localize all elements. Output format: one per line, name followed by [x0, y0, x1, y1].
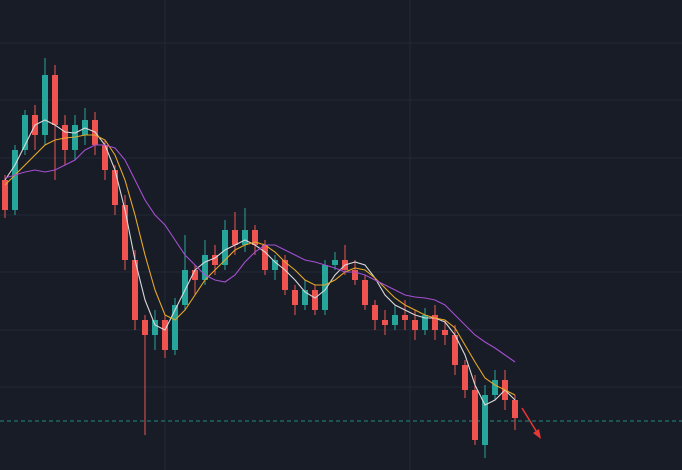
candle-body — [462, 365, 468, 390]
candle-body — [512, 400, 518, 418]
candle-body — [202, 255, 208, 280]
candle-body — [492, 380, 498, 395]
candle-body — [422, 315, 428, 330]
candle-body — [222, 230, 228, 265]
candle-body — [262, 245, 268, 270]
candle-body — [182, 270, 188, 305]
candle-body — [292, 290, 298, 305]
candle-body — [372, 305, 378, 320]
candle-body — [132, 260, 138, 320]
moving-average-line — [4, 144, 516, 363]
candle-body — [412, 320, 418, 330]
candle-body — [102, 145, 108, 170]
candle-body — [312, 290, 318, 310]
candle-body — [362, 280, 368, 305]
candle-body — [272, 260, 278, 270]
candle-body — [252, 230, 258, 245]
candle-body — [302, 290, 308, 305]
candle-body — [112, 170, 118, 205]
candle-body — [142, 320, 148, 335]
candle-body — [242, 230, 248, 245]
candle-body — [42, 75, 48, 135]
arrow-head — [533, 429, 541, 439]
candle-body — [472, 390, 478, 440]
candle-body — [232, 230, 238, 245]
candle-body — [322, 265, 328, 310]
candle-body — [452, 335, 458, 365]
moving-average-line — [4, 134, 516, 396]
candle-body — [162, 320, 168, 350]
candle-body — [2, 180, 8, 210]
candle-body — [152, 320, 158, 335]
candle-body — [22, 115, 28, 150]
arrow-annotation — [521, 407, 541, 439]
candle-body — [212, 255, 218, 265]
candle-body — [332, 260, 338, 265]
candle-body — [382, 320, 388, 325]
candle-body — [442, 330, 448, 335]
candle-body — [12, 150, 18, 210]
candle-body — [52, 75, 58, 125]
candle-body — [122, 205, 128, 260]
arrow-line — [521, 407, 539, 435]
candle-body — [402, 315, 408, 320]
candle-body — [352, 270, 358, 280]
candle-body — [432, 315, 438, 330]
candle-body — [482, 395, 488, 445]
candle-body — [172, 305, 178, 350]
candle-body — [192, 270, 198, 280]
candle-body — [392, 315, 398, 325]
candle-body — [282, 260, 288, 290]
